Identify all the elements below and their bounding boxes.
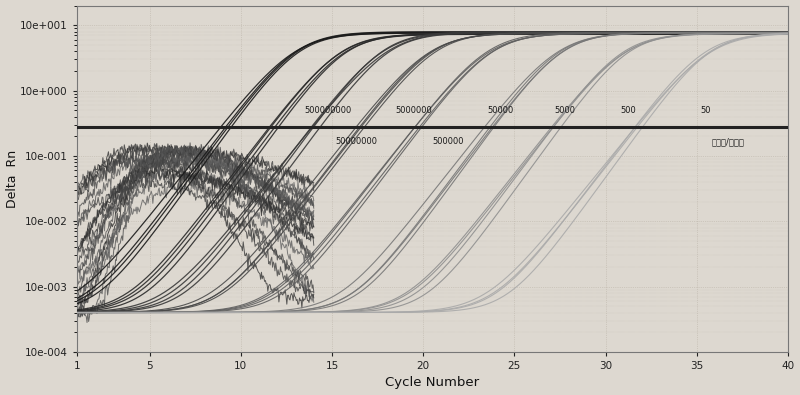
Text: 5000000: 5000000 [396,106,433,115]
Text: 50000000: 50000000 [336,137,378,146]
Text: 500000: 500000 [432,137,464,146]
Text: 500: 500 [620,106,636,115]
Text: 5000: 5000 [554,106,575,115]
Text: 500000000: 500000000 [305,106,352,115]
Y-axis label: Delta  Rn: Delta Rn [6,150,18,208]
Text: （拷贝/毫升）: （拷贝/毫升） [711,137,744,146]
Text: 50: 50 [700,106,711,115]
Text: 50000: 50000 [487,106,514,115]
X-axis label: Cycle Number: Cycle Number [386,376,479,389]
